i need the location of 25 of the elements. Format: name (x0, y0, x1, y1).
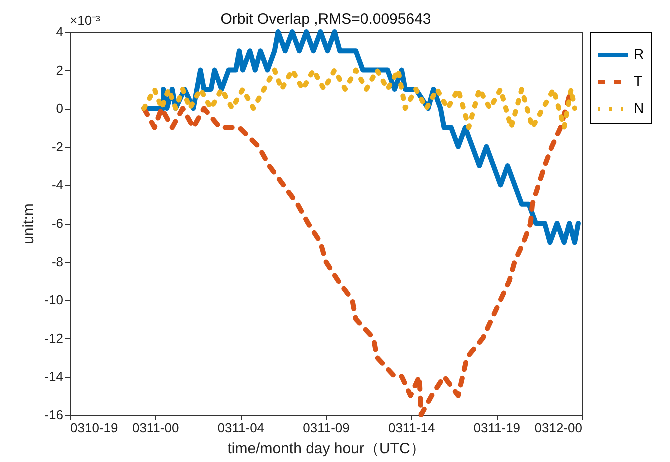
y-tick-label: -10 (44, 292, 64, 308)
y-tick-label: 4 (56, 24, 64, 40)
y-tick-label: -2 (52, 139, 64, 154)
x-tick-label: 0311-00 (132, 420, 180, 436)
x-axis-title: time/month day hour（UTC） (228, 440, 426, 458)
y-tick-label: -4 (52, 178, 64, 193)
x-tick-label: 0311-09 (303, 420, 350, 436)
legend-label: T (634, 73, 643, 89)
x-tick-label: 0310-19 (70, 420, 118, 436)
y-tick-label: -14 (44, 369, 64, 384)
x-tick-label: 0311-14 (388, 420, 436, 436)
y-tick-label: -6 (52, 216, 64, 231)
y-tick-label: -16 (44, 408, 64, 422)
y-tick-label: 0 (56, 101, 64, 116)
y-axis-title: unit:m (20, 204, 38, 244)
legend-label: N (634, 100, 644, 116)
legend-label: R (634, 46, 644, 62)
x-tick-label: 0312-00 (534, 420, 582, 436)
text: ×10⁻³ (70, 13, 102, 28)
y-tick-label: -12 (44, 330, 64, 346)
x-tick-label: 0311-04 (218, 420, 265, 436)
y-tick-label: 2 (56, 62, 64, 78)
chart-title: Orbit Overlap ,RMS=0.0095643 (220, 11, 432, 28)
x-tick-label: 0311-19 (474, 420, 521, 436)
y-tick-label: -8 (52, 254, 64, 270)
